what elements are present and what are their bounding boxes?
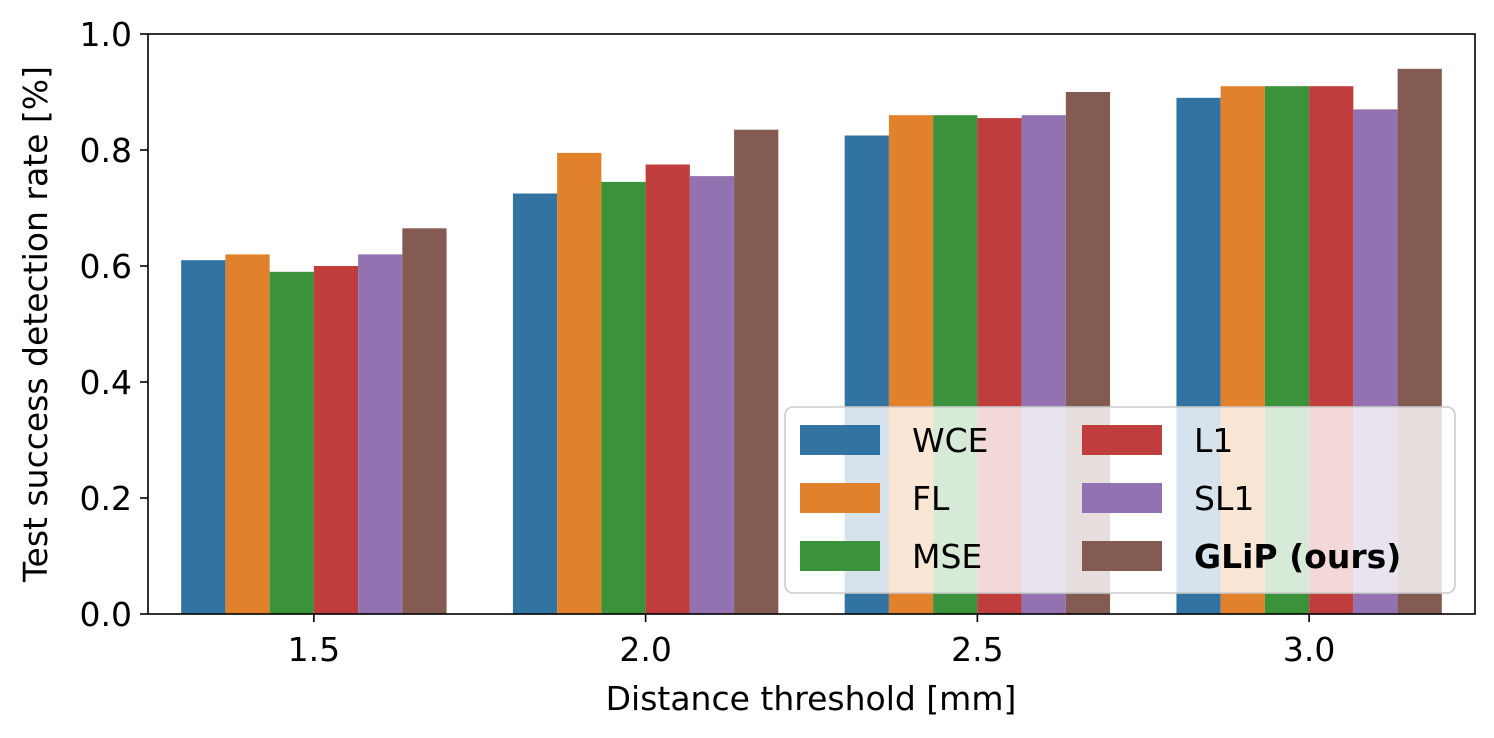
legend-label-mse: MSE: [912, 537, 982, 576]
bar-mse-2.0: [601, 181, 646, 614]
y-tick-label: 0.4: [80, 363, 132, 402]
y-tick-label: 1.0: [80, 15, 132, 54]
bar-fl-1.5: [225, 254, 270, 614]
bar-glip-ours-1.5: [402, 228, 447, 615]
x-axis: 1.5 2.0 2.5 3.0: [288, 614, 1335, 669]
bar-sl1-1.5: [358, 254, 403, 614]
legend: WCE FL MSE L1 SL1 GLiP (ours): [784, 406, 1456, 594]
bar-mse-1.5: [269, 271, 314, 614]
legend-label-glip-ours: GLiP (ours): [1194, 537, 1401, 576]
y-axis: 0.0 0.2 0.4 0.6 0.8 1.0: [80, 15, 148, 634]
legend-swatch-glip-ours: [1082, 541, 1162, 571]
y-axis-label: Test success detection rate [%]: [16, 66, 55, 583]
x-tick-label: 3.0: [1283, 630, 1335, 669]
legend-label-l1: L1: [1194, 421, 1233, 460]
y-tick-label: 0.2: [80, 479, 132, 518]
y-tick-label: 0.8: [80, 131, 132, 170]
x-tick-label: 2.0: [619, 630, 671, 669]
legend-label-fl: FL: [912, 479, 950, 518]
bar-glip-ours-2.0: [734, 129, 779, 614]
legend-swatch-fl: [800, 483, 880, 513]
bar-fl-2.0: [557, 152, 602, 614]
y-tick-label: 0.0: [80, 595, 132, 634]
legend-swatch-sl1: [1082, 483, 1162, 513]
legend-swatch-l1: [1082, 425, 1162, 455]
plot-frame: [147, 33, 1476, 615]
x-tick-label: 1.5: [288, 630, 340, 669]
bar-sl1-2.0: [689, 176, 735, 614]
legend-swatch-wce: [800, 425, 880, 455]
bar-wce-1.5: [181, 260, 226, 614]
legend-label-wce: WCE: [912, 421, 989, 460]
y-tick-label: 0.6: [80, 247, 132, 286]
legend-swatch-mse: [800, 541, 880, 571]
legend-label-sl1: SL1: [1194, 479, 1254, 518]
x-tick-label: 2.5: [951, 630, 1003, 669]
bar-wce-2.0: [512, 193, 558, 614]
bar-l1-1.5: [313, 266, 359, 614]
x-axis-label: Distance threshold [mm]: [606, 679, 1017, 718]
bar-l1-2.0: [645, 164, 690, 614]
